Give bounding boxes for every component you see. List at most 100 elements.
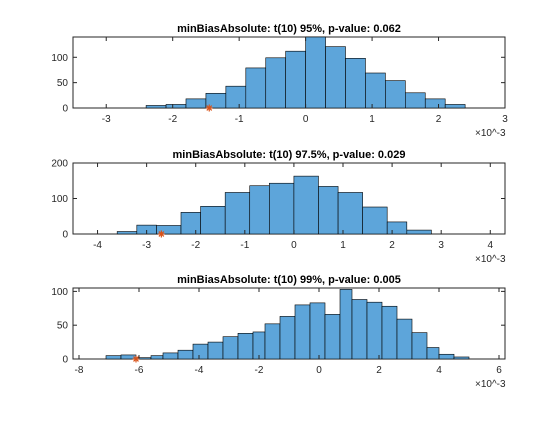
y-tick-label: 50: [57, 321, 69, 332]
histogram-bar: [162, 352, 179, 360]
histogram-bar: [444, 104, 466, 109]
histogram-bar: [180, 212, 201, 235]
histogram-bar: [294, 304, 311, 360]
y-tick-label: 100: [51, 194, 68, 205]
y-tick-label: 0: [62, 355, 68, 366]
y-tick-label: 200: [51, 159, 68, 170]
histogram-bar: [362, 206, 388, 235]
histogram-bar: [222, 336, 239, 360]
x-exponent-label: ×10^-3: [475, 128, 506, 139]
histogram-bar: [225, 85, 247, 109]
x-tick-label: 2: [436, 114, 442, 125]
histogram-bar: [386, 221, 408, 235]
subplot-1: -3 -2 -1 0 1 2 3 0 50 100 ×10^-3 minBiasAbsolute: t…: [51, 23, 508, 139]
histogram-bar: [406, 229, 432, 235]
x-tick-label: 6: [496, 365, 502, 376]
x-tick-label: -1: [240, 240, 249, 251]
y-tick-label: 0: [62, 104, 68, 115]
histogram-bar: [293, 175, 319, 235]
histogram-bar: [411, 332, 428, 360]
histogram-bar: [237, 333, 254, 360]
y-tick-label: 0: [62, 230, 68, 241]
subplot-title: minBiasAbsolute: t(10) 95%, p-value: 0.0…: [177, 23, 401, 35]
x-tick-label: 1: [369, 114, 375, 125]
histogram-bar: [279, 316, 296, 360]
histogram-bar: [453, 356, 470, 360]
histogram-bar: [249, 185, 270, 235]
x-tick-label: 2: [389, 240, 395, 251]
histogram-bar: [381, 305, 398, 360]
observed-value-marker: [157, 230, 165, 238]
x-tick-label: 3: [502, 114, 508, 125]
histogram-bar: [105, 355, 122, 360]
subplot-title: minBiasAbsolute: t(10) 99%, p-value: 0.0…: [177, 274, 401, 286]
y-tick-label: 100: [51, 53, 68, 64]
histogram-bar: [324, 314, 341, 360]
histogram-bar: [424, 98, 446, 109]
observed-value-marker: [132, 355, 140, 363]
x-tick-label: 4: [487, 240, 493, 251]
histogram-bar: [150, 355, 164, 360]
marker-stroke: [206, 105, 213, 111]
histogram-bar: [339, 289, 353, 360]
subplot-2: -4 -3 -2 -1 0 1 2 3 4 0 100 200 ×10^-3 minBiasAbsolut…: [51, 149, 506, 265]
histogram-bar: [385, 80, 406, 109]
x-tick-label: 0: [316, 365, 322, 376]
histogram-bar: [245, 67, 267, 109]
histogram-bar: [405, 92, 426, 109]
histogram-bar: [366, 301, 383, 360]
x-tick-label: -6: [135, 365, 144, 376]
histogram-bar: [200, 206, 226, 235]
histogram-bar: [207, 341, 224, 360]
histogram-bar: [345, 57, 366, 109]
x-tick-label: 1: [340, 240, 346, 251]
histogram-bar: [185, 98, 207, 109]
x-tick-label: 0: [303, 114, 309, 125]
x-tick-label: 2: [376, 365, 382, 376]
y-tick-label: 50: [57, 78, 69, 89]
x-tick-label: -4: [195, 365, 204, 376]
marker-stroke: [158, 231, 165, 237]
x-tick-label: -2: [255, 365, 264, 376]
histogram-bar: [264, 323, 281, 360]
histogram-bar: [165, 104, 187, 109]
x-tick-label: 4: [436, 365, 442, 376]
histogram-bar: [265, 57, 286, 109]
observed-value-marker: [205, 104, 213, 112]
x-tick-label: -3: [142, 240, 151, 251]
histogram-bar: [365, 72, 386, 109]
histogram-bar: [224, 192, 251, 235]
x-tick-label: -1: [235, 114, 244, 125]
x-tick-label: -2: [168, 114, 177, 125]
marker-stroke: [133, 356, 139, 362]
x-exponent-label: ×10^-3: [475, 254, 506, 265]
histogram-bar: [426, 347, 440, 360]
y-tick-label: 100: [51, 287, 68, 298]
subplot-3: -8 -6 -4 -2 0 2 4 6 0 50 100 ×10^-3 minBiasAbsolute:…: [51, 274, 506, 390]
histogram-bar: [351, 299, 368, 360]
x-tick-label: -4: [93, 240, 102, 251]
histogram-bar: [325, 46, 346, 109]
x-tick-label: -2: [191, 240, 200, 251]
histogram-bar: [177, 349, 194, 360]
x-tick-label: 3: [438, 240, 444, 251]
histogram-bar: [145, 105, 167, 109]
histogram-bar: [309, 302, 326, 360]
histogram-bar: [396, 318, 413, 360]
x-exponent-label: ×10^-3: [475, 379, 506, 390]
subplot-title: minBiasAbsolute: t(10) 97.5%, p-value: 0…: [173, 149, 406, 161]
histogram-bar: [116, 231, 138, 235]
histogram-bar: [285, 50, 306, 109]
histogram-bar: [192, 343, 209, 360]
x-tick-label: -3: [102, 114, 111, 125]
histogram-bar: [337, 192, 363, 235]
histogram-bar: [438, 353, 455, 360]
histogram-bar: [252, 331, 266, 360]
histogram-bar: [318, 186, 339, 235]
x-tick-label: 0: [291, 240, 297, 251]
histogram-bar: [305, 36, 326, 109]
x-tick-label: -8: [75, 365, 84, 376]
histogram-bar: [269, 182, 295, 235]
